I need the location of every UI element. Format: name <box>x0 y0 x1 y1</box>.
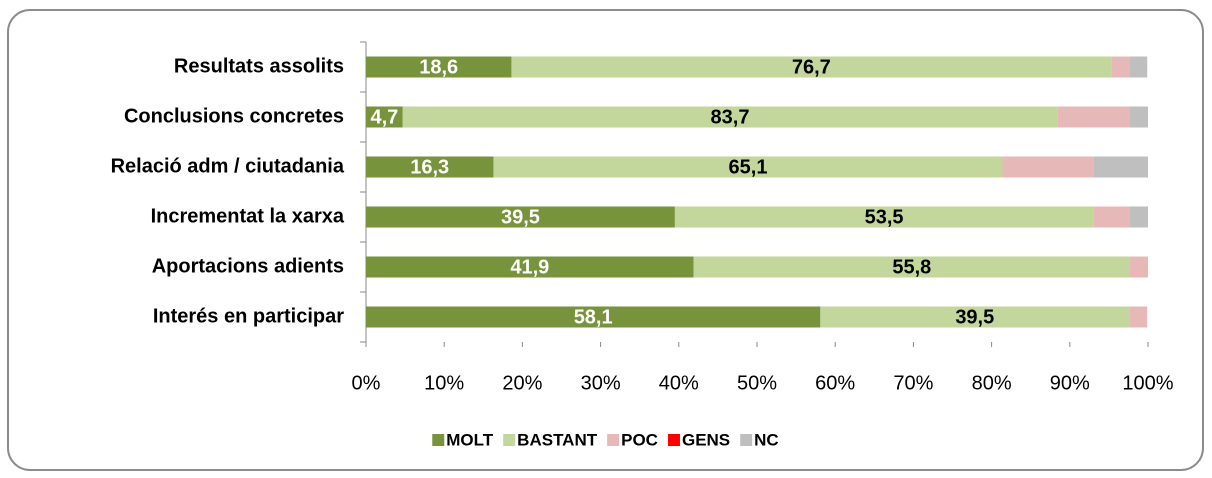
legend-swatch <box>503 434 516 446</box>
bar-segment <box>693 256 1131 278</box>
x-tick-label: 70% <box>893 372 933 394</box>
value-label: 65,1 <box>729 156 768 178</box>
category-label: Interés en participar <box>153 305 344 327</box>
value-label: 41,9 <box>510 256 549 278</box>
bar-segment <box>366 206 675 228</box>
legend-label: GENS <box>682 430 730 449</box>
bar-segment <box>366 306 821 328</box>
value-label: 53,5 <box>865 206 904 228</box>
value-label: 83,7 <box>711 106 750 128</box>
x-tick-label: 60% <box>815 372 855 394</box>
legend-swatch <box>740 434 753 446</box>
bar-segment <box>1002 156 1094 178</box>
x-tick-label: 50% <box>737 372 777 394</box>
legend-label: NC <box>754 430 779 449</box>
value-label: 55,8 <box>892 256 931 278</box>
chart-frame <box>7 9 1204 471</box>
bar-segment <box>820 306 1130 328</box>
bar-segment <box>674 206 1094 228</box>
x-tick-label: 30% <box>581 372 621 394</box>
value-label: 39,5 <box>955 306 994 328</box>
x-tick-label: 10% <box>424 372 464 394</box>
bar-segment <box>1093 206 1131 228</box>
category-label: Resultats assolits <box>174 55 344 77</box>
bar-segment <box>1093 156 1148 178</box>
value-label: 16,3 <box>410 156 449 178</box>
x-tick-label: 40% <box>659 372 699 394</box>
bar-segment <box>366 156 494 178</box>
bar-segment <box>366 106 403 128</box>
value-label: 76,7 <box>792 56 831 78</box>
x-tick-label: 90% <box>1050 372 1090 394</box>
legend-swatch <box>607 434 620 446</box>
category-label: Conclusions concretes <box>124 105 344 127</box>
bar-segment <box>1130 256 1148 278</box>
value-label: 4,7 <box>370 106 398 128</box>
x-tick-label: 80% <box>972 372 1012 394</box>
x-tick-label: 100% <box>1122 372 1173 394</box>
bar-segment <box>1129 306 1148 328</box>
bar-segment <box>402 106 1058 128</box>
value-label: 39,5 <box>501 206 540 228</box>
category-label: Incrementat la xarxa <box>151 205 345 227</box>
legend-swatch <box>432 434 445 446</box>
value-label: 58,1 <box>574 306 613 328</box>
bar-segment <box>366 56 512 78</box>
x-tick-label: 20% <box>502 372 542 394</box>
bar-segment <box>1111 56 1130 78</box>
legend-swatch <box>667 434 680 446</box>
x-tick-label: 0% <box>352 372 381 394</box>
category-label: Relació adm / ciutadania <box>111 155 345 177</box>
bar-segment <box>493 156 1003 178</box>
bar-segment <box>511 56 1112 78</box>
bar-segment <box>1129 56 1148 78</box>
bar-segment <box>366 256 694 278</box>
bar-segment <box>1057 106 1131 128</box>
legend-label: MOLT <box>446 430 494 449</box>
value-label: 18,6 <box>419 56 458 78</box>
bar-segment <box>1130 206 1148 228</box>
legend-label: BASTANT <box>517 430 598 449</box>
legend-label: POC <box>621 430 658 449</box>
bar-segment <box>1130 106 1148 128</box>
category-label: Aportacions adients <box>152 255 344 277</box>
